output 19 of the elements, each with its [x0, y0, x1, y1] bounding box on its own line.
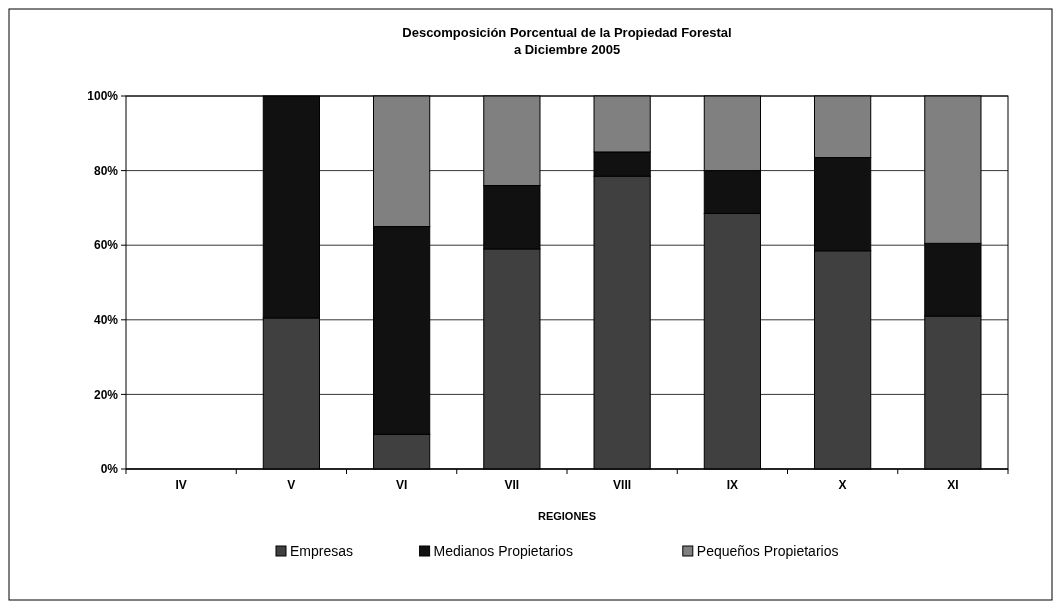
- x-tick-label: VII: [504, 478, 520, 492]
- x-tick-label: X: [838, 478, 847, 492]
- x-tick-label: VI: [395, 478, 408, 492]
- chart-title: Descomposición Porcentual de la Propiedad Forestal a Diciembre 2005: [402, 25, 732, 57]
- legend-label: Medianos Propietarios: [433, 543, 573, 559]
- x-axis-title: REGIONES: [537, 510, 597, 522]
- legend-label: Pequeños Propietarios: [696, 543, 839, 559]
- y-tick-label: 60%: [93, 238, 119, 253]
- y-tick-label: 40%: [93, 313, 119, 327]
- y-tick-label: 0%: [100, 462, 119, 477]
- y-tick-label: 20%: [93, 387, 119, 402]
- x-tick-label: V: [287, 478, 296, 492]
- x-tick-label: VIII: [613, 478, 632, 492]
- x-tick-label: IV: [175, 478, 187, 492]
- legend-label: Empresas: [290, 543, 354, 559]
- y-tick-label: 100%: [87, 89, 119, 104]
- x-tick-label: IX: [726, 478, 739, 492]
- x-tick-label: XI: [947, 478, 959, 492]
- y-tick-label: 80%: [93, 163, 119, 178]
